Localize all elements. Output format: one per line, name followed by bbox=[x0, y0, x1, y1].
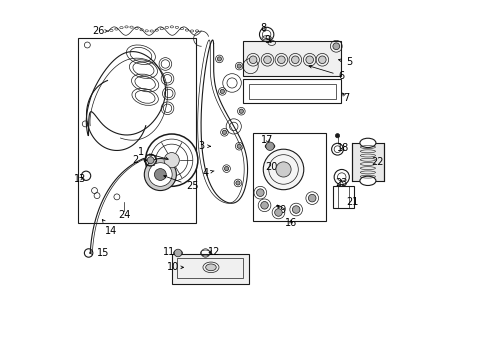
Text: 14: 14 bbox=[102, 220, 117, 236]
Text: 8: 8 bbox=[260, 23, 266, 33]
Circle shape bbox=[275, 162, 290, 177]
Circle shape bbox=[292, 206, 299, 213]
Circle shape bbox=[222, 130, 226, 134]
Bar bbox=[243, 41, 341, 76]
Text: 4: 4 bbox=[202, 168, 214, 178]
Bar bbox=[248, 84, 335, 99]
Circle shape bbox=[224, 166, 228, 171]
Circle shape bbox=[239, 109, 243, 113]
Circle shape bbox=[145, 134, 198, 186]
Circle shape bbox=[144, 158, 176, 190]
Circle shape bbox=[237, 64, 241, 68]
Circle shape bbox=[164, 153, 179, 168]
Bar bbox=[177, 258, 242, 278]
Bar bbox=[171, 254, 248, 284]
Text: 18: 18 bbox=[337, 143, 349, 153]
Circle shape bbox=[305, 56, 313, 64]
Bar bbox=[253, 133, 325, 221]
Text: 23: 23 bbox=[335, 178, 347, 188]
Circle shape bbox=[332, 43, 339, 50]
Circle shape bbox=[220, 89, 224, 94]
Circle shape bbox=[260, 202, 268, 209]
Text: 26: 26 bbox=[92, 26, 105, 36]
Bar bbox=[78, 38, 195, 224]
Text: 7: 7 bbox=[342, 93, 348, 103]
Text: 22: 22 bbox=[370, 157, 383, 167]
Circle shape bbox=[274, 209, 282, 216]
Text: 10: 10 bbox=[166, 262, 183, 272]
Text: 1: 1 bbox=[138, 147, 168, 160]
Text: 24: 24 bbox=[118, 210, 130, 220]
Text: 21: 21 bbox=[345, 197, 358, 207]
Text: 16: 16 bbox=[285, 219, 297, 229]
Circle shape bbox=[265, 142, 274, 150]
Circle shape bbox=[291, 56, 299, 64]
Circle shape bbox=[148, 163, 172, 186]
Circle shape bbox=[335, 134, 339, 138]
Text: 2: 2 bbox=[132, 155, 147, 165]
Text: 11: 11 bbox=[163, 247, 177, 257]
Ellipse shape bbox=[205, 264, 216, 271]
Circle shape bbox=[147, 157, 154, 163]
Text: 9: 9 bbox=[264, 35, 270, 45]
Circle shape bbox=[263, 149, 303, 190]
Circle shape bbox=[256, 189, 264, 197]
Circle shape bbox=[263, 56, 271, 64]
Circle shape bbox=[174, 249, 182, 257]
Text: 17: 17 bbox=[261, 135, 273, 145]
Circle shape bbox=[277, 56, 285, 64]
Bar bbox=[351, 143, 383, 181]
Ellipse shape bbox=[359, 138, 375, 148]
Text: 20: 20 bbox=[265, 162, 283, 172]
Circle shape bbox=[249, 56, 256, 64]
Circle shape bbox=[154, 168, 166, 180]
Circle shape bbox=[237, 144, 241, 148]
Circle shape bbox=[235, 181, 240, 185]
Text: 13: 13 bbox=[74, 174, 86, 184]
Bar bbox=[243, 79, 341, 103]
Circle shape bbox=[308, 194, 315, 202]
Bar bbox=[333, 186, 353, 208]
Circle shape bbox=[318, 56, 325, 64]
Circle shape bbox=[217, 57, 221, 61]
Ellipse shape bbox=[359, 176, 375, 185]
Text: 25: 25 bbox=[163, 175, 199, 191]
Text: 5: 5 bbox=[338, 57, 351, 67]
Text: 15: 15 bbox=[89, 248, 109, 258]
Text: 12: 12 bbox=[207, 247, 220, 257]
Text: 3: 3 bbox=[198, 141, 210, 151]
Text: 19: 19 bbox=[275, 204, 287, 215]
Text: 6: 6 bbox=[308, 66, 344, 81]
